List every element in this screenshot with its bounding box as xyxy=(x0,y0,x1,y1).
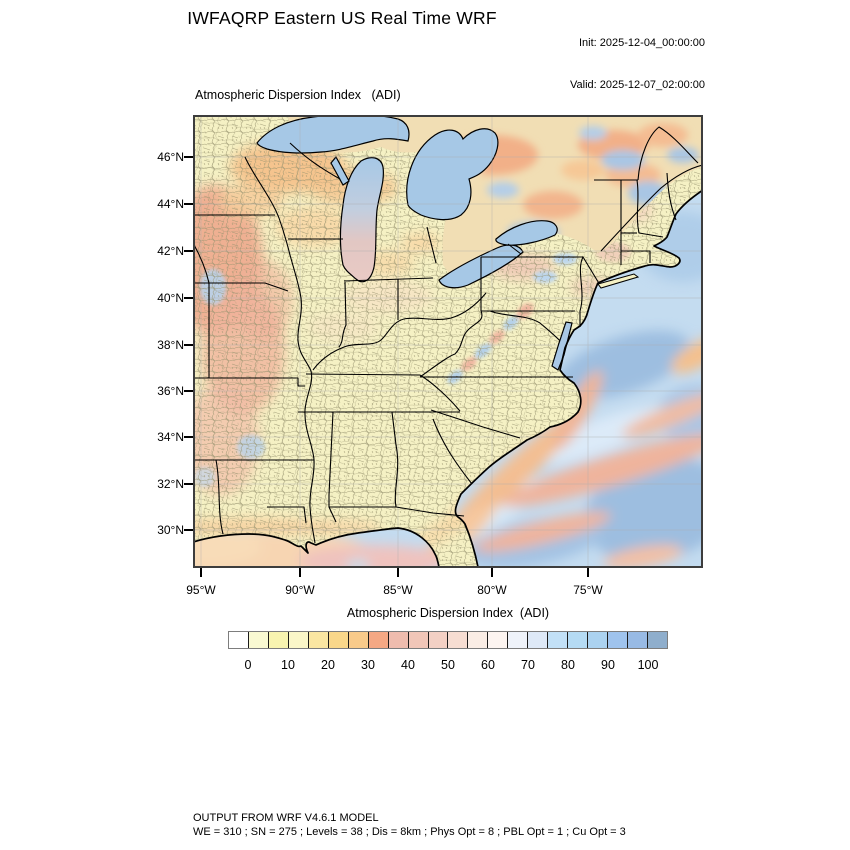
lat-label: 30°N xyxy=(157,523,184,537)
colorbar-cell xyxy=(448,632,469,648)
map-subtitle: Atmospheric Dispersion Index (ADI) xyxy=(195,88,401,102)
map-frame xyxy=(193,115,703,568)
colorbar-cell xyxy=(328,632,349,648)
lat-label: 36°N xyxy=(157,384,184,398)
lat-label: 34°N xyxy=(157,430,184,444)
lon-label: 80°W xyxy=(477,583,507,597)
colorbar-tick-labels: 0 10 20 30 40 50 60 70 80 90 100 xyxy=(228,658,668,674)
lake-ontario xyxy=(495,220,558,246)
colorbar-tick: 50 xyxy=(441,658,455,672)
lat-label: 42°N xyxy=(157,244,184,258)
colorbar-tick: 40 xyxy=(401,658,415,672)
colorbar-cell xyxy=(388,632,409,648)
colorbar-cell xyxy=(308,632,329,648)
lat-label: 40°N xyxy=(157,291,184,305)
colorbar-cell xyxy=(368,632,389,648)
colorbar-cell xyxy=(348,632,369,648)
coastline xyxy=(192,189,704,568)
lat-tick xyxy=(184,390,193,392)
graticule xyxy=(193,115,703,568)
adi-map xyxy=(143,113,738,581)
colorbar-cell xyxy=(468,632,489,648)
colorbar-cells xyxy=(228,631,668,649)
lon-label: 90°W xyxy=(285,583,315,597)
lon-tick xyxy=(397,568,399,577)
colorbar-cell xyxy=(608,632,629,648)
lake-huron xyxy=(406,128,499,221)
colorbar-cell xyxy=(268,632,289,648)
colorbar-tick: 90 xyxy=(601,658,615,672)
model-times: Init: 2025-12-04_00:00:00 Valid: 2025-12… xyxy=(570,8,705,120)
page-title: IWFAQRP Eastern US Real Time WRF xyxy=(187,8,497,28)
lon-label: 75°W xyxy=(573,583,603,597)
lat-tick xyxy=(184,156,193,158)
lat-label: 38°N xyxy=(157,338,184,352)
init-time: Init: 2025-12-04_00:00:00 xyxy=(579,37,705,49)
colorbar-tick: 30 xyxy=(361,658,375,672)
model-info-line1: OUTPUT FROM WRF V4.6.1 MODEL xyxy=(193,812,379,824)
colorbar-cell xyxy=(568,632,589,648)
lat-tick xyxy=(184,529,193,531)
lat-tick xyxy=(184,483,193,485)
colorbar-cell xyxy=(248,632,269,648)
model-info-line2: WE = 310 ; SN = 275 ; Levels = 38 ; Dis … xyxy=(193,826,626,838)
colorbar-cell xyxy=(229,632,249,648)
lon-tick xyxy=(299,568,301,577)
lat-tick xyxy=(184,203,193,205)
colorbar-tick: 20 xyxy=(321,658,335,672)
colorbar-cell xyxy=(628,632,649,648)
colorbar-tick: 10 xyxy=(281,658,295,672)
adi-map-canvas xyxy=(143,113,738,581)
lon-tick xyxy=(200,568,202,577)
colorbar-cell xyxy=(508,632,529,648)
colorbar-tick: 100 xyxy=(637,658,659,672)
lon-tick xyxy=(587,568,589,577)
colorbar-cell xyxy=(428,632,449,648)
valid-time: Valid: 2025-12-07_02:00:00 xyxy=(570,79,705,91)
great-lakes xyxy=(256,113,558,289)
lat-tick xyxy=(184,436,193,438)
colorbar-tick: 60 xyxy=(481,658,495,672)
lat-label: 44°N xyxy=(157,197,184,211)
long-island xyxy=(597,273,640,289)
colorbar-cell xyxy=(648,632,667,648)
colorbar-cell xyxy=(588,632,609,648)
colorbar-tick: 70 xyxy=(521,658,535,672)
lat-tick xyxy=(184,344,193,346)
colorbar-tick: 0 xyxy=(244,658,252,672)
colorbar-tick: 80 xyxy=(561,658,575,672)
lon-tick xyxy=(491,568,493,577)
lat-tick xyxy=(184,250,193,252)
colorbar-title: Atmospheric Dispersion Index (ADI) xyxy=(346,606,550,620)
colorbar-cell xyxy=(488,632,509,648)
lat-tick xyxy=(184,297,193,299)
lat-label: 32°N xyxy=(157,477,184,491)
state-borders xyxy=(192,126,704,544)
colorbar-cell xyxy=(408,632,429,648)
lat-label: 46°N xyxy=(157,150,184,164)
lon-label: 95°W xyxy=(186,583,216,597)
colorbar-cell xyxy=(528,632,549,648)
colorbar-cell xyxy=(288,632,309,648)
lon-label: 85°W xyxy=(383,583,413,597)
green-bay xyxy=(330,155,350,186)
colorbar-cell xyxy=(548,632,569,648)
